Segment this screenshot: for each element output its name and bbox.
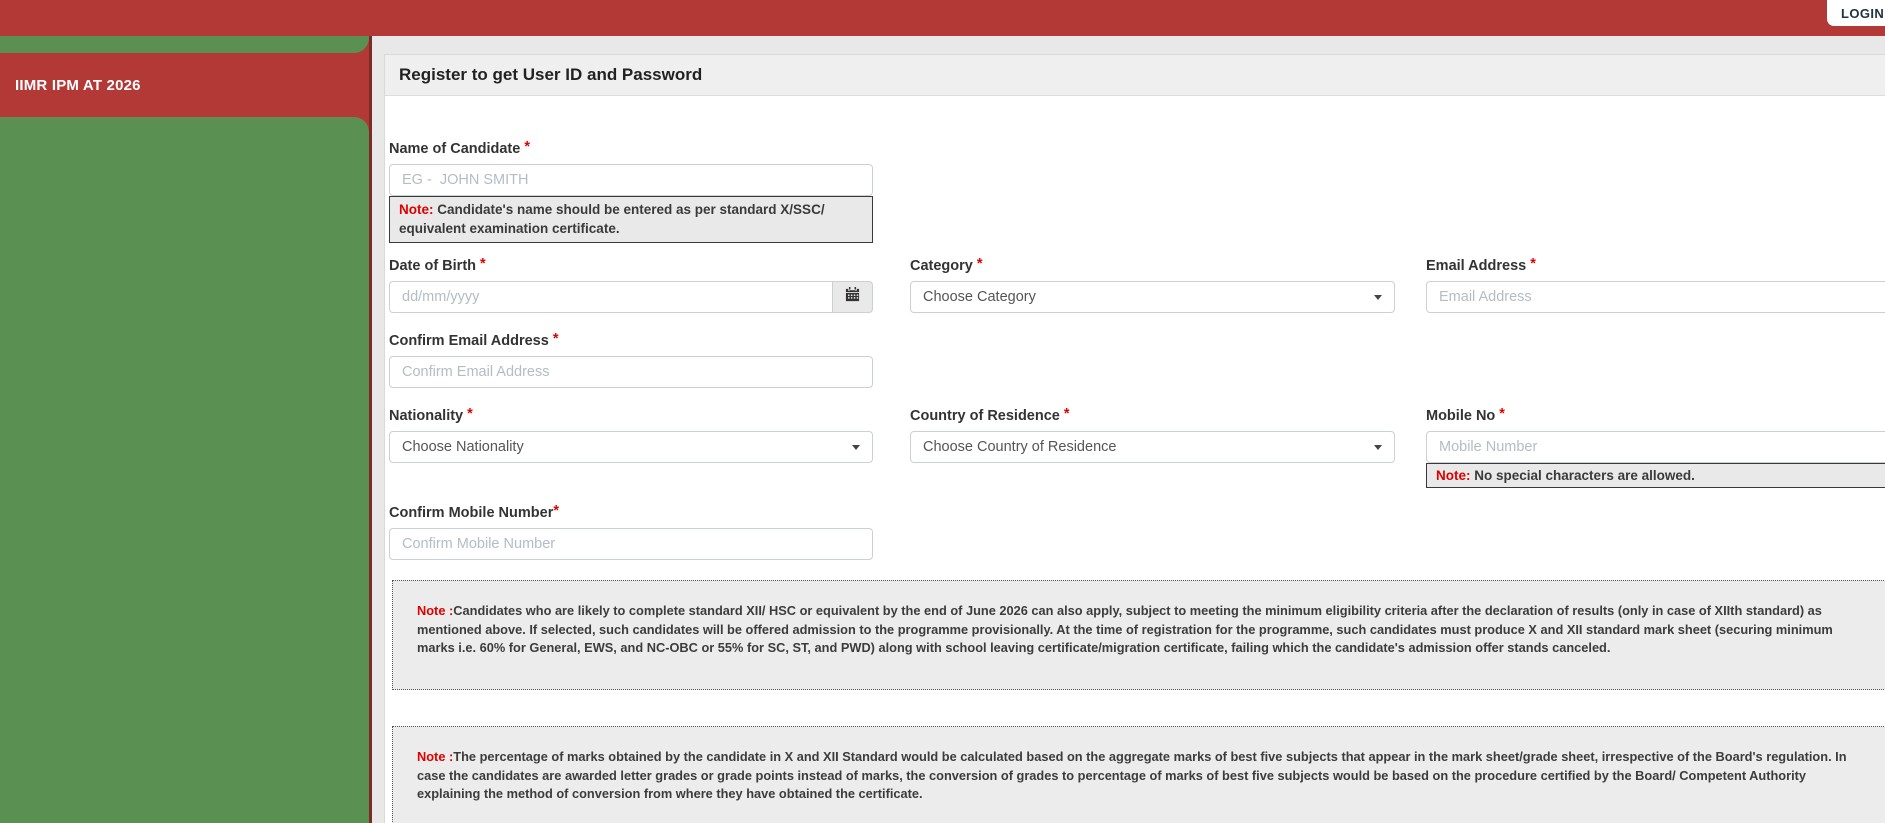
name-input[interactable] xyxy=(389,164,873,196)
marks-calculation-note: Note :The percentage of marks obtained b… xyxy=(392,726,1885,823)
sidebar-body xyxy=(0,117,369,823)
panel-header: Register to get User ID and Password xyxy=(385,55,1885,96)
nationality-selected-value: Choose Nationality xyxy=(402,439,524,455)
country-selected-value: Choose Country of Residence xyxy=(923,439,1117,455)
field-country-of-residence: Country of Residence * Choose Country of … xyxy=(910,406,1395,463)
note-prefix: Note : xyxy=(417,603,454,618)
sidebar-green-strip xyxy=(0,36,369,53)
required-asterisk: * xyxy=(552,331,559,347)
calendar-icon xyxy=(845,287,860,307)
field-name-of-candidate: Name of Candidate* Note: Candidate's nam… xyxy=(389,139,873,243)
confirm-mobile-label: Confirm Mobile Number* xyxy=(389,503,559,521)
sidebar-divider xyxy=(369,36,372,823)
field-nationality: Nationality * Choose Nationality xyxy=(389,406,873,463)
eligibility-note: Note :Candidates who are likely to compl… xyxy=(392,580,1885,690)
field-mobile: Mobile No* Note: No special characters a… xyxy=(1426,406,1885,488)
chevron-down-icon xyxy=(1374,295,1382,300)
note-prefix: Note : xyxy=(417,749,454,764)
note-text: No special characters are allowed. xyxy=(1470,468,1695,483)
sidebar-programme-banner: IIMR IPM AT 2026 xyxy=(0,53,369,117)
name-label: Name of Candidate * xyxy=(389,139,530,157)
note-prefix: Note: xyxy=(399,202,434,217)
country-label: Country of Residence * xyxy=(910,406,1070,424)
note-text: Candidate's name should be entered as pe… xyxy=(399,202,825,236)
email-label: Email Address * xyxy=(1426,256,1536,274)
chevron-down-icon xyxy=(1374,445,1382,450)
field-confirm-email: Confirm Email Address * xyxy=(389,331,873,388)
chevron-down-icon xyxy=(852,445,860,450)
page-title: Register to get User ID and Password xyxy=(399,65,703,84)
name-note: Note: Candidate's name should be entered… xyxy=(389,196,873,243)
required-asterisk: * xyxy=(1530,256,1536,272)
mobile-label: Mobile No * xyxy=(1426,406,1505,424)
login-button[interactable]: LOGIN xyxy=(1827,0,1885,26)
required-asterisk: * xyxy=(553,503,559,519)
note-text: Candidates who are likely to complete st… xyxy=(417,603,1833,656)
country-select[interactable]: Choose Country of Residence xyxy=(910,431,1395,463)
required-asterisk: * xyxy=(1499,406,1505,422)
field-confirm-mobile: Confirm Mobile Number* xyxy=(389,503,873,560)
required-asterisk: * xyxy=(1063,406,1070,422)
field-category: Category * Choose Category xyxy=(910,256,1395,313)
category-label: Category * xyxy=(910,256,983,274)
confirm-email-label: Confirm Email Address * xyxy=(389,331,559,349)
category-selected-value: Choose Category xyxy=(923,289,1036,305)
field-email: Email Address * xyxy=(1426,256,1885,313)
note-text: The percentage of marks obtained by the … xyxy=(417,749,1847,802)
nationality-select[interactable]: Choose Nationality xyxy=(389,431,873,463)
category-select[interactable]: Choose Category xyxy=(910,281,1395,313)
required-asterisk: * xyxy=(976,256,983,272)
required-asterisk: * xyxy=(524,139,530,155)
note-prefix: Note: xyxy=(1436,468,1471,483)
mobile-input[interactable] xyxy=(1426,431,1885,463)
confirm-email-input[interactable] xyxy=(389,356,873,388)
dob-calendar-addon[interactable] xyxy=(832,281,873,313)
field-date-of-birth: Date of Birth * xyxy=(389,256,873,313)
required-asterisk: * xyxy=(480,256,486,272)
email-input[interactable] xyxy=(1426,281,1885,313)
mobile-note: Note: No special characters are allowed. xyxy=(1426,463,1885,488)
dob-input[interactable] xyxy=(389,281,832,313)
dob-label: Date of Birth * xyxy=(389,256,486,274)
programme-title: IIMR IPM AT 2026 xyxy=(15,76,141,94)
top-navbar xyxy=(0,0,1885,36)
nationality-label: Nationality * xyxy=(389,406,473,424)
required-asterisk: * xyxy=(467,406,473,422)
confirm-mobile-input[interactable] xyxy=(389,528,873,560)
